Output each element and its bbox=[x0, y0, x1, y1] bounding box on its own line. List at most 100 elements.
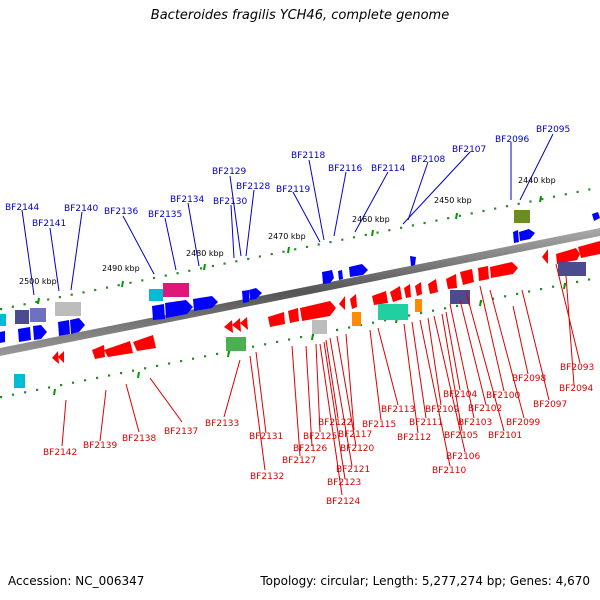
track-dot bbox=[411, 224, 414, 227]
gene-label: BF2141 bbox=[32, 219, 66, 229]
gene-label: BF2133 bbox=[205, 419, 239, 429]
gene-label: BF2144 bbox=[5, 203, 40, 213]
gene-box bbox=[312, 320, 327, 334]
gene-label: BF2140 bbox=[64, 204, 99, 214]
track-dot bbox=[552, 195, 556, 198]
track-dot bbox=[444, 307, 447, 310]
gene-label: BF2138 bbox=[122, 434, 157, 444]
track-dot bbox=[58, 296, 61, 299]
track-dot bbox=[341, 238, 344, 241]
track-dot bbox=[188, 269, 191, 272]
gene-label: BF2116 bbox=[328, 164, 363, 174]
track-dot bbox=[247, 257, 250, 260]
track-dot bbox=[376, 231, 379, 234]
track-dot bbox=[372, 321, 375, 324]
gene-label: BF2134 bbox=[170, 195, 205, 205]
track-dot bbox=[329, 241, 332, 244]
map-title: Bacteroides fragilis YCH46, complete gen… bbox=[150, 8, 450, 23]
gene-label: BF2119 bbox=[276, 185, 311, 195]
track-dot bbox=[300, 336, 303, 339]
gene-box bbox=[163, 283, 189, 297]
gene-label: BF2100 bbox=[486, 391, 521, 401]
track-dot bbox=[576, 190, 579, 193]
gene-label: BF2125 bbox=[303, 432, 337, 442]
track-dot bbox=[456, 304, 459, 307]
gene-arrow bbox=[428, 279, 438, 294]
track-dot bbox=[120, 372, 123, 375]
track-dot bbox=[470, 212, 473, 215]
track-dot bbox=[105, 286, 109, 289]
gene-arrow bbox=[33, 325, 47, 340]
track-dot bbox=[348, 326, 351, 329]
track-dot bbox=[252, 345, 255, 348]
track-dot bbox=[60, 384, 63, 387]
gene-box bbox=[14, 374, 25, 388]
gene-box bbox=[30, 308, 46, 322]
scale-label: 2500 kbp bbox=[19, 277, 57, 286]
track-dot bbox=[423, 221, 426, 225]
gene-arrow bbox=[232, 318, 241, 332]
gene-label: BF2104 bbox=[443, 390, 478, 400]
track-dot bbox=[264, 343, 267, 346]
track-dot bbox=[72, 381, 75, 384]
track-dot bbox=[552, 285, 555, 288]
forward-features bbox=[0, 210, 600, 343]
track-dot bbox=[516, 292, 519, 295]
track-dot bbox=[504, 295, 507, 298]
gene-arrow bbox=[322, 270, 334, 284]
track-dot bbox=[588, 278, 591, 281]
track-dot bbox=[132, 369, 135, 372]
gene-box bbox=[352, 312, 361, 326]
gene-label: BF2137 bbox=[164, 427, 198, 437]
track-dot bbox=[24, 391, 27, 394]
track-dot bbox=[564, 193, 567, 196]
gene-label: BF2121 bbox=[336, 465, 370, 475]
gene-label: BF2106 bbox=[446, 452, 481, 462]
track-dot bbox=[82, 291, 85, 294]
accession-text: Accession: NC_006347 bbox=[8, 574, 145, 588]
gene-label: BF2114 bbox=[371, 164, 406, 174]
topology-text: Topology: circular; Length: 5,277,274 bp… bbox=[260, 574, 590, 588]
gene-label: BF2132 bbox=[250, 472, 284, 482]
gene-label: BF2135 bbox=[148, 210, 182, 220]
gene-arrow bbox=[240, 317, 248, 330]
gene-arrow bbox=[193, 296, 218, 311]
track-dot bbox=[117, 284, 120, 287]
track-dot bbox=[216, 352, 219, 355]
gene-label: BF2126 bbox=[293, 444, 328, 454]
track-dot bbox=[435, 219, 438, 222]
track-dot bbox=[352, 236, 356, 239]
track-dot bbox=[288, 338, 291, 341]
track-dot bbox=[540, 288, 543, 291]
track-dot bbox=[129, 281, 132, 284]
gene-arrow bbox=[490, 262, 518, 278]
gene-arrow bbox=[165, 300, 193, 318]
track-dot bbox=[432, 309, 435, 312]
gene-arrow bbox=[460, 269, 474, 285]
gene-label: BF2108 bbox=[411, 155, 446, 165]
gene-arrow bbox=[390, 286, 402, 302]
track-dot bbox=[258, 255, 261, 258]
gene-arrow bbox=[542, 249, 548, 264]
gene-box bbox=[450, 290, 470, 304]
track-dot bbox=[180, 360, 183, 363]
gene-arrow bbox=[242, 290, 249, 303]
gene-arrow bbox=[224, 320, 233, 333]
track-dot bbox=[48, 386, 51, 389]
track-dot bbox=[408, 314, 411, 317]
track-dot bbox=[23, 303, 26, 306]
track-dot bbox=[317, 243, 320, 246]
gene-label: BF2128 bbox=[236, 182, 271, 192]
gene-arrow bbox=[70, 318, 85, 334]
track-dot bbox=[164, 274, 167, 277]
gene-arrow bbox=[578, 241, 600, 258]
track-dot bbox=[35, 300, 38, 303]
gene-arrow bbox=[300, 301, 336, 321]
gene-arrow bbox=[415, 282, 422, 296]
scale-label: 2440 kbp bbox=[518, 176, 556, 185]
gene-label: BF2105 bbox=[444, 431, 478, 441]
track-dot bbox=[494, 207, 497, 210]
gene-arrow bbox=[338, 270, 343, 280]
track-dot bbox=[360, 324, 363, 327]
bottom-gene-labels bbox=[61, 263, 581, 496]
